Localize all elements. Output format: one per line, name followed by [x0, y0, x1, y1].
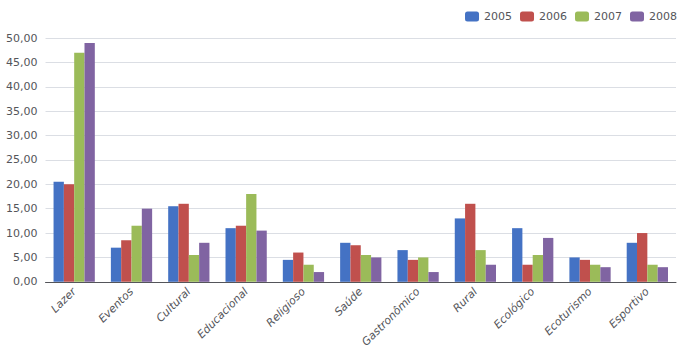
svg-text:Ecológico: Ecológico — [491, 285, 537, 331]
svg-text:Esportivo: Esportivo — [606, 285, 652, 331]
svg-text:35,00: 35,00 — [6, 105, 38, 118]
svg-text:5,00: 5,00 — [13, 251, 38, 264]
svg-text:Cultural: Cultural — [154, 285, 194, 325]
svg-text:10,00: 10,00 — [6, 227, 38, 240]
svg-text:Ecoturismo: Ecoturismo — [542, 285, 595, 338]
svg-text:Saúde: Saúde — [332, 285, 366, 319]
svg-text:0,00: 0,00 — [13, 275, 38, 288]
svg-text:50,00: 50,00 — [6, 32, 38, 45]
svg-text:2008: 2008 — [649, 10, 677, 23]
svg-text:2007: 2007 — [594, 10, 622, 23]
svg-text:40,00: 40,00 — [6, 80, 38, 93]
svg-text:20,00: 20,00 — [6, 178, 38, 191]
svg-text:2006: 2006 — [539, 10, 567, 23]
svg-text:30,00: 30,00 — [6, 129, 38, 142]
svg-text:Religioso: Religioso — [264, 285, 309, 330]
svg-text:Gastronômico: Gastronômico — [359, 285, 423, 349]
svg-text:Eventos: Eventos — [96, 285, 136, 325]
svg-text:25,00: 25,00 — [6, 153, 38, 166]
svg-text:2005: 2005 — [484, 10, 512, 23]
svg-text:Lazer: Lazer — [48, 284, 79, 315]
svg-text:45,00: 45,00 — [6, 56, 38, 69]
svg-text:Educacional: Educacional — [195, 285, 251, 341]
svg-text:15,00: 15,00 — [6, 202, 38, 215]
svg-text:Rural: Rural — [450, 285, 480, 315]
